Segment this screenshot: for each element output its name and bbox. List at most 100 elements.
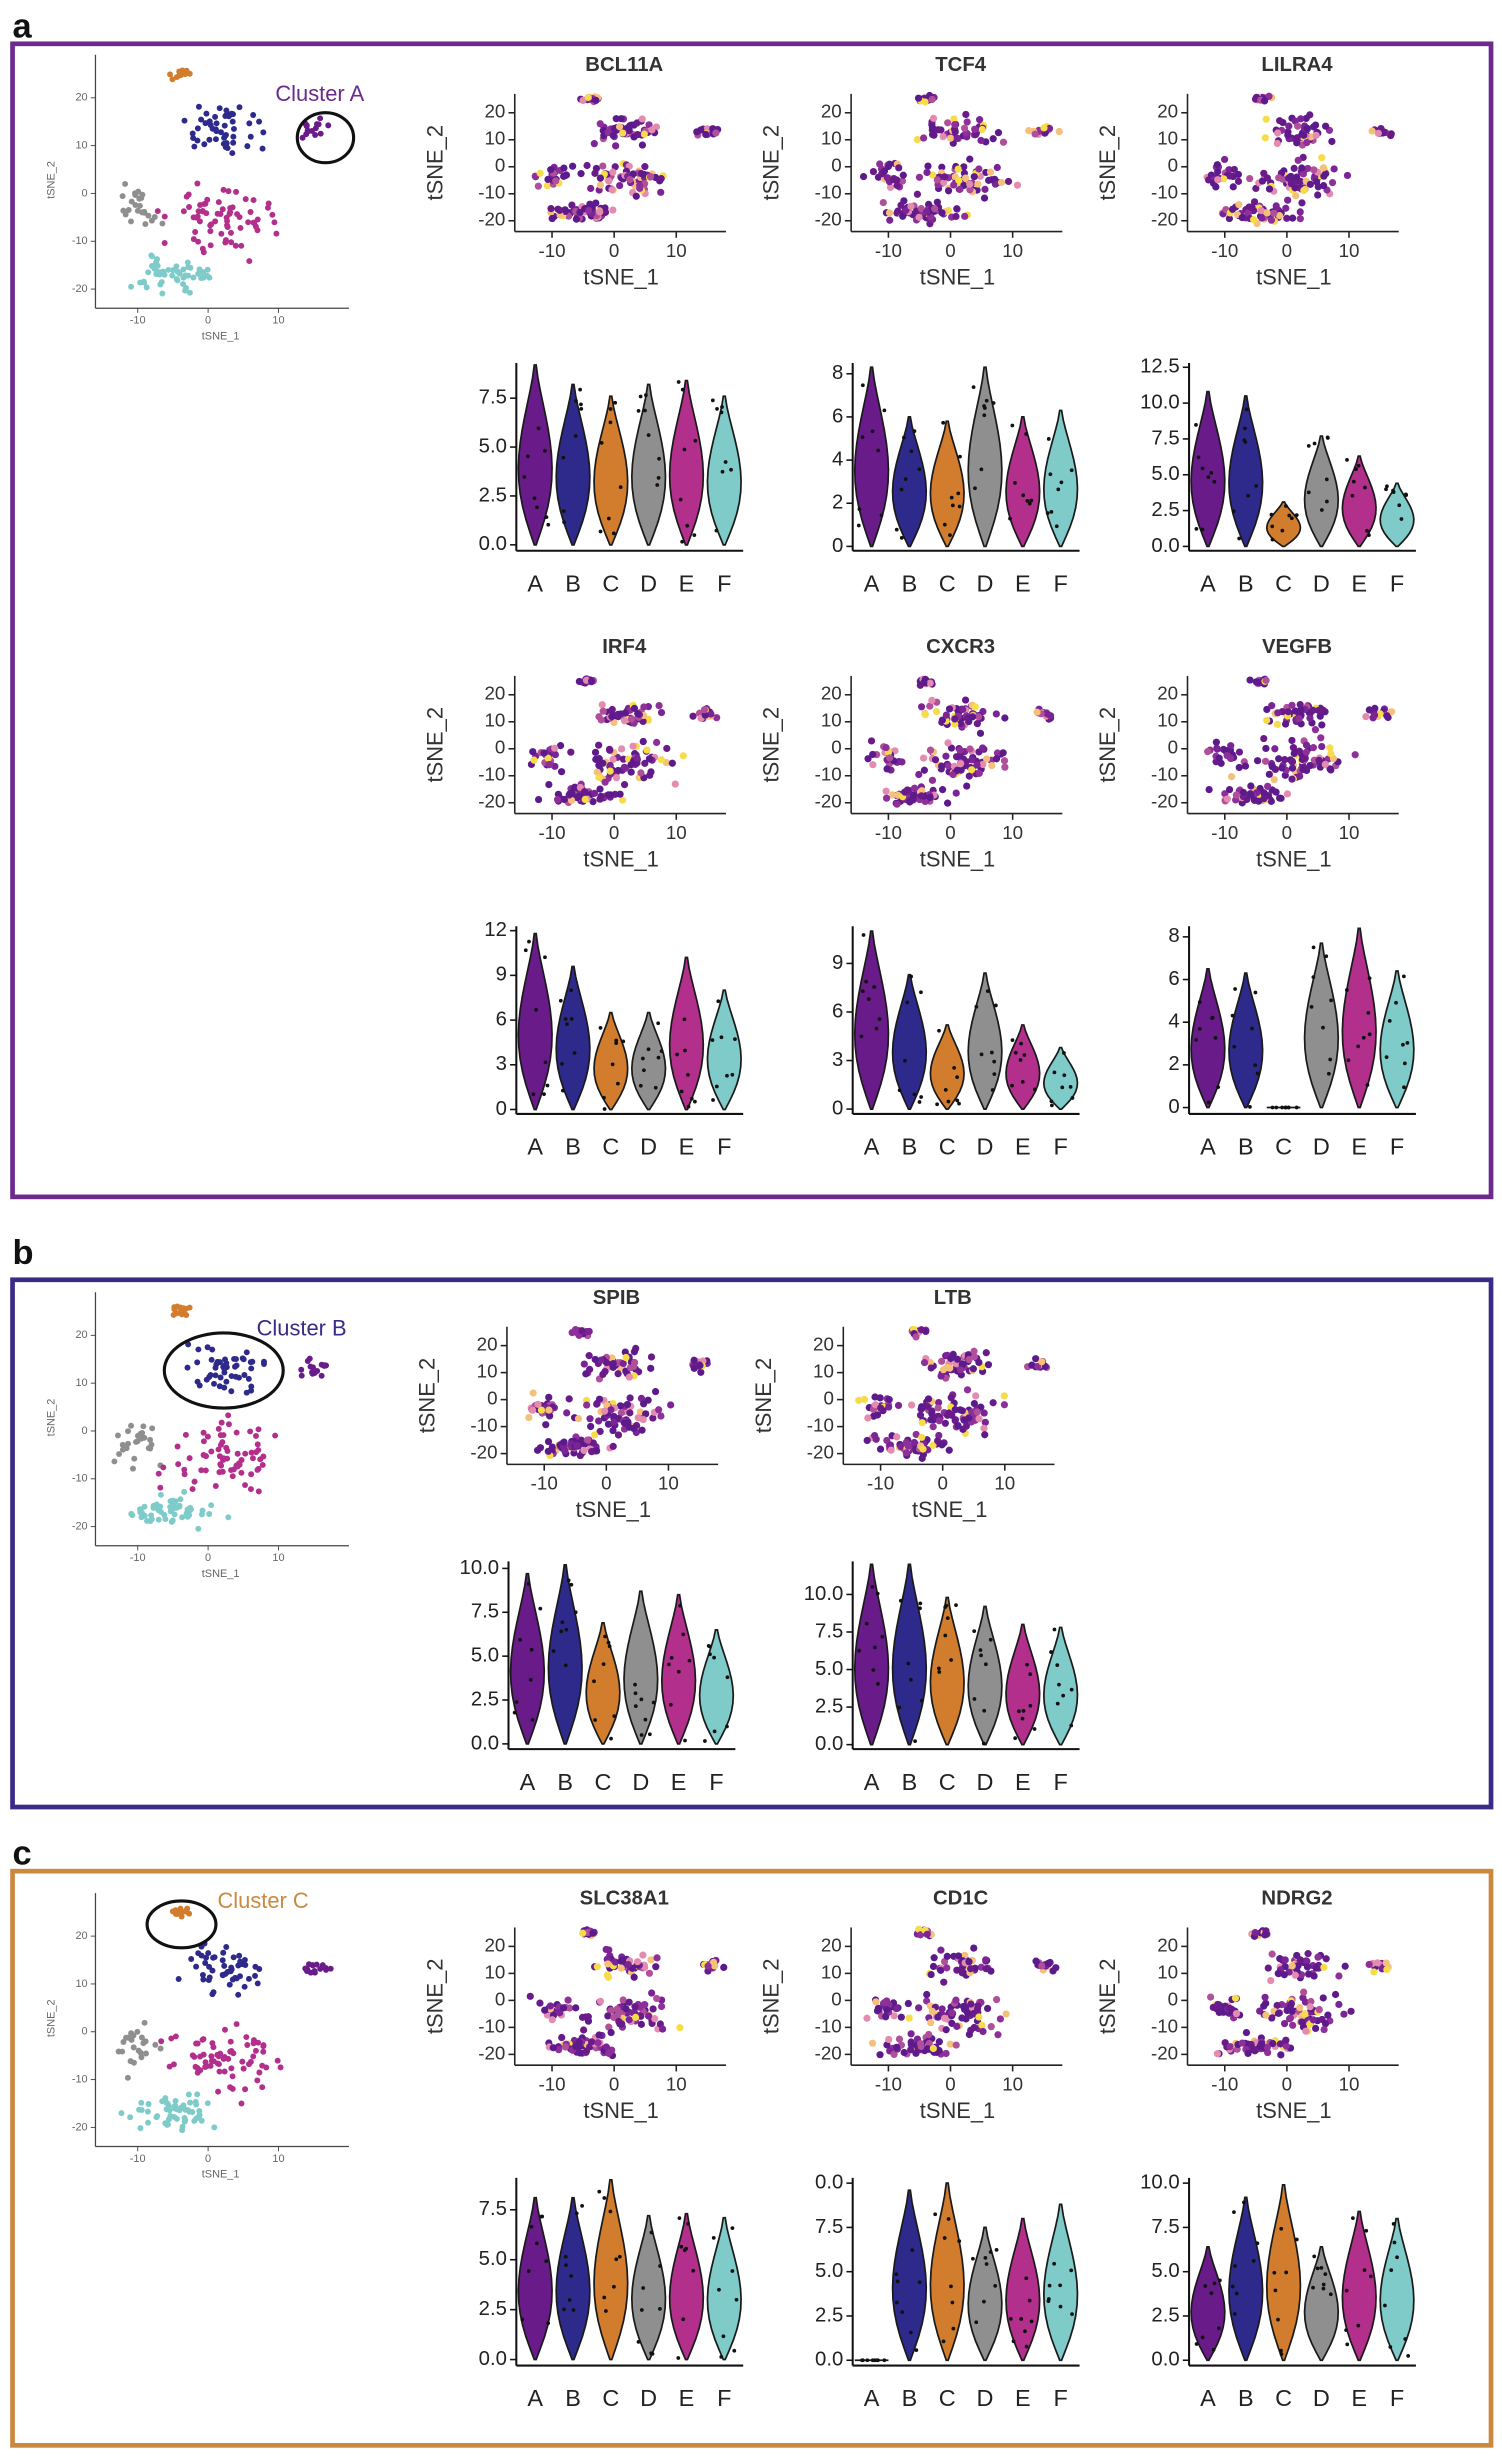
category-label: D (977, 1134, 994, 1160)
jitter-dot (984, 398, 989, 403)
jitter-dot (1274, 1105, 1279, 1110)
jitter-dot (873, 1645, 877, 1650)
cell-dot (1289, 214, 1297, 222)
category-label: E (1015, 570, 1031, 596)
cell-dot (185, 2091, 192, 2098)
cell-dot (944, 799, 952, 807)
cell-dot (181, 1466, 188, 1473)
cell-dot (1327, 750, 1335, 758)
cell-dot (543, 182, 551, 190)
cell-dot (271, 219, 278, 226)
jitter-dot (978, 1648, 983, 1653)
cell-dot (202, 2059, 209, 2066)
cell-dot (260, 2042, 267, 2049)
cell-dot (720, 1963, 728, 1971)
cell-dot (1302, 748, 1310, 756)
y-tick-label: 10 (75, 1978, 87, 1990)
cell-dot (168, 1518, 175, 1525)
cell-dot (1000, 757, 1009, 765)
cell-dot (244, 2042, 251, 2048)
cell-dot (269, 211, 276, 218)
jitter-dot (689, 1096, 694, 1101)
y-tick-label: 10 (75, 1377, 87, 1389)
cell-dot (137, 1430, 144, 1437)
jitter-dot (957, 2239, 962, 2244)
cell-dot (588, 2038, 596, 2046)
cell-dot (203, 1453, 210, 1460)
cell-dot (986, 168, 995, 176)
cell-dot (145, 2101, 152, 2107)
jitter-dot (534, 1007, 539, 1012)
cell-dot (608, 1354, 616, 1362)
y-tick-label: -20 (815, 791, 842, 812)
cell-dot (248, 1365, 255, 1372)
cell-dot (1387, 131, 1395, 140)
jitter-dot (1364, 2228, 1369, 2233)
cell-dot (923, 1930, 931, 1938)
jitter-dot (1233, 987, 1237, 991)
cell-dot (1263, 209, 1271, 217)
cell-dot (973, 1408, 981, 1416)
cell-dot (1370, 1968, 1378, 1976)
cell-dot (1327, 766, 1335, 774)
cell-dot (701, 711, 709, 719)
cell-dot (167, 71, 174, 78)
jitter-dot (565, 1022, 569, 1026)
cell-dot (961, 212, 969, 220)
jitter-dot (1354, 467, 1358, 471)
cell-dot (302, 1965, 309, 1972)
x-tick-label: -10 (130, 1552, 146, 1564)
cell-dot (200, 1976, 207, 1983)
jitter-dot (1294, 1105, 1299, 1110)
cell-dot (965, 772, 973, 780)
cell-dot (1312, 2024, 1320, 2032)
category-label: D (977, 2385, 994, 2411)
y-tick-label: 2.5 (1151, 499, 1179, 521)
cell-dot (144, 2108, 151, 2115)
cell-dot (298, 1372, 305, 1379)
jitter-dot (1326, 1071, 1331, 1076)
jitter-dot (1251, 2259, 1256, 2263)
cell-dot (960, 124, 969, 132)
cell-dot (1296, 1956, 1304, 1964)
jitter-dot (1070, 2312, 1074, 2316)
jitter-dot (569, 988, 573, 993)
cell-dot (973, 720, 981, 728)
cell-dot (1267, 216, 1276, 224)
jitter-dot (1329, 998, 1333, 1003)
jitter-dot (918, 1606, 922, 1611)
cell-dot (185, 272, 192, 279)
cell-dot (551, 750, 559, 759)
cell-dot (610, 1412, 618, 1421)
violin (698, 1628, 735, 1745)
jitter-dot (943, 1088, 948, 1092)
cell-dot (1274, 2009, 1283, 2017)
cell-dot (879, 198, 887, 207)
cell-dot (589, 1929, 597, 1937)
y-tick-label: 0 (487, 1388, 497, 1409)
jitter-dot (1058, 2304, 1063, 2309)
jitter-dot (651, 1700, 656, 1705)
cell-dot (580, 1360, 588, 1368)
cell-dot (884, 162, 892, 171)
panel-frame (10, 41, 1494, 1200)
cell-dot (1321, 2020, 1330, 2028)
cell-dot (254, 1441, 261, 1448)
cell-dot (638, 141, 647, 149)
cell-dot (653, 1954, 661, 1962)
jitter-dot (560, 1062, 564, 1066)
cell-dot (1227, 773, 1236, 781)
cell-dot (171, 1306, 178, 1313)
cell-dot (228, 1388, 235, 1395)
cell-dot (261, 1360, 267, 1367)
jitter-dot (529, 1647, 534, 1652)
jitter-dot (1324, 477, 1329, 482)
cell-dot (609, 1360, 617, 1368)
cell-dot (1309, 2016, 1317, 2024)
y-tick-label: -10 (478, 182, 505, 203)
cell-dot (141, 1503, 148, 1510)
y-tick-label: 20 (484, 101, 505, 122)
cell-dot (928, 124, 937, 132)
cell-dot (1311, 121, 1320, 129)
category-label: A (864, 570, 880, 596)
